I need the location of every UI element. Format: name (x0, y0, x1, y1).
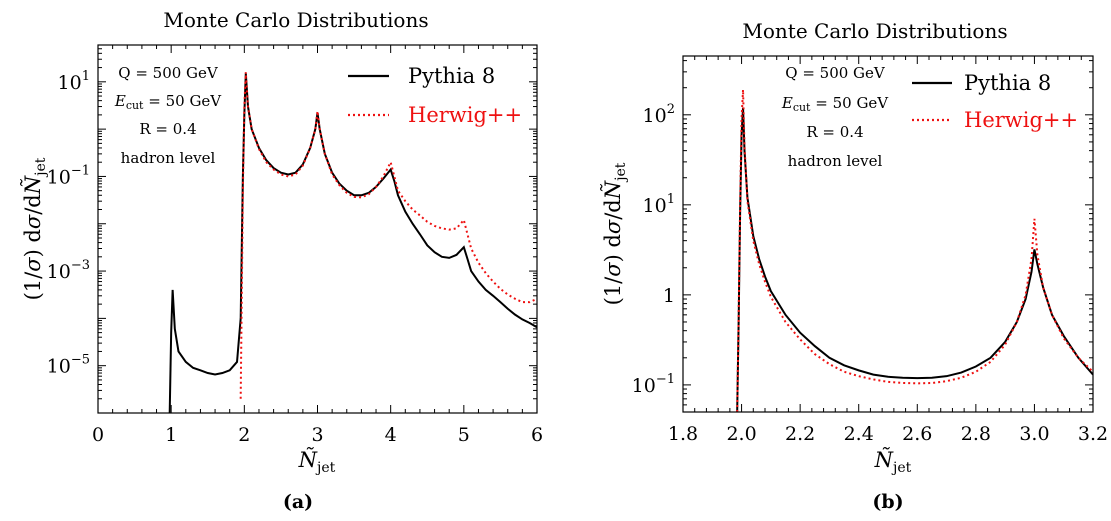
x-tick-label: 3.0 (1019, 423, 1049, 445)
panel-b-annotation-r: R = 0.4 (806, 123, 863, 141)
x-tick-label: 2.8 (961, 423, 991, 445)
panel-a-legend: Pythia 8 Herwig++ (348, 64, 522, 127)
x-tick-label: 1.8 (668, 423, 698, 445)
x-tick-label: 1 (165, 424, 177, 446)
x-tick-label: 2 (238, 424, 250, 446)
legend-label-pythia: Pythia 8 (408, 64, 495, 88)
panel-b-x-axis-label: Ñjet (874, 448, 912, 476)
x-tick-label: 2.2 (785, 423, 815, 445)
legend-label-pythia: Pythia 8 (964, 71, 1051, 95)
x-tick-label: 4 (385, 424, 397, 446)
x-tick-label: 3.2 (1078, 423, 1108, 445)
x-tick-label: 2.4 (844, 423, 874, 445)
panel-a-annotation-level: hadron level (121, 149, 216, 167)
panel-b-y-axis-label: (1/σ) dσ/dÑjet (601, 162, 629, 305)
series-line-herwig (736, 89, 1093, 412)
y-tick-label: 101 (643, 192, 675, 217)
panel-b-caption: (b) (872, 491, 903, 513)
legend-label-herwig: Herwig++ (408, 103, 522, 127)
y-tick-label: 10−5 (47, 353, 90, 378)
panel-b-plot-frame (682, 55, 1094, 413)
panel-b-annotation-ecut: Ecut = 50 GeV (781, 94, 889, 114)
x-tick-label: 6 (531, 424, 543, 446)
panel-b-annotation-level: hadron level (788, 152, 883, 170)
x-tick-label: 2.6 (902, 423, 932, 445)
y-tick-label: 101 (58, 69, 90, 94)
panel-b-legend: Pythia 8 Herwig++ (912, 71, 1078, 132)
y-tick-label: 10−3 (47, 258, 90, 283)
panel-a-caption: (a) (283, 491, 313, 513)
x-tick-label: 2.0 (726, 423, 756, 445)
y-tick-label: 10−1 (47, 163, 90, 188)
panel-a-annotation-r: R = 0.4 (139, 120, 196, 138)
x-tick-label: 3 (311, 424, 323, 446)
x-tick-label: 0 (92, 424, 104, 446)
panel-b: Monte Carlo Distributions 1.8 2.0 2.2 2.4 2.… (601, 19, 1108, 513)
panel-a: Monte Carlo Distributions 0 1 2 3 4 5 6 10−5 10… (21, 8, 543, 513)
panel-a-x-axis-label: Ñjet (298, 448, 336, 476)
x-tick-label: 5 (458, 424, 470, 446)
y-tick-label: 102 (643, 102, 675, 127)
panel-b-title: Monte Carlo Distributions (742, 19, 1007, 43)
panel-a-annotation-q: Q = 500 GeV (118, 64, 219, 82)
panel-a-y-axis-label: (1/σ) dσ/dÑjet (21, 157, 49, 300)
panel-a-annotation-ecut: Ecut = 50 GeV (114, 92, 222, 112)
legend-label-herwig: Herwig++ (964, 108, 1078, 132)
y-tick-label: 10−1 (632, 372, 675, 397)
series-line-herwig (239, 72, 537, 399)
panel-a-title: Monte Carlo Distributions (163, 8, 428, 32)
panel-b-annotation-q: Q = 500 GeV (785, 64, 886, 82)
y-tick-label: 1 (663, 285, 675, 307)
